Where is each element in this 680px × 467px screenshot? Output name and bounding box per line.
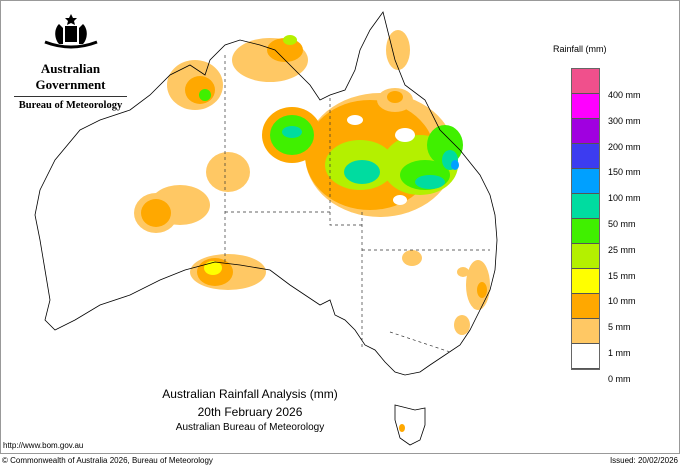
logo-agency-text: Bureau of Meteorology	[14, 96, 127, 111]
australia-coastline	[34, 11, 498, 376]
legend-swatch	[572, 344, 599, 369]
legend-label: 10 mm	[608, 296, 636, 307]
legend-swatch	[572, 144, 599, 169]
legend-swatch	[572, 169, 599, 194]
state-borders	[224, 55, 490, 353]
legend-swatch	[572, 319, 599, 344]
map-titles: Australian Rainfall Analysis (mm) 20th F…	[120, 387, 380, 433]
legend-swatch	[572, 194, 599, 219]
coat-of-arms-icon	[43, 14, 98, 49]
legend-label: 100 mm	[608, 193, 641, 204]
legend-label: 25 mm	[608, 244, 636, 255]
government-logo: Australian Government Bureau of Meteorol…	[8, 12, 133, 111]
legend-label: 400 mm	[608, 90, 641, 100]
map-source: Australian Bureau of Meteorology	[175, 422, 325, 433]
website-link[interactable]: http://www.bom.gov.au	[3, 441, 84, 450]
legend-swatch	[572, 94, 599, 119]
legend-label: 300 mm	[608, 115, 641, 126]
rain-areas	[134, 30, 490, 432]
logo-government-text: Australian Government	[35, 61, 106, 92]
legend-label: 5 mm	[608, 322, 631, 333]
tasmania-coastline	[394, 404, 426, 446]
legend-label: 0 mm	[608, 373, 631, 384]
legend-label: 150 mm	[608, 167, 641, 178]
map-date: 20th February 2026	[197, 405, 303, 419]
legend-label: 1 mm	[608, 348, 631, 358]
legend-swatch	[572, 119, 599, 144]
legend-swatch	[572, 69, 599, 94]
legend-color-bar	[571, 68, 600, 370]
legend-title: Rainfall (mm)	[553, 44, 607, 54]
legend-swatch	[572, 219, 599, 244]
rain-area-tasmania	[399, 424, 405, 432]
legend-label: 50 mm	[608, 219, 636, 229]
legend-label: 200 mm	[608, 141, 641, 152]
legend-swatch	[572, 244, 599, 269]
map-title: Australian Rainfall Analysis (mm)	[162, 387, 338, 401]
copyright-text: © Commonwealth of Australia 2026, Bureau…	[2, 456, 213, 465]
rain-area-central-nt	[206, 152, 250, 192]
legend-swatch	[572, 294, 599, 319]
legend-label: 15 mm	[608, 270, 636, 281]
issued-date: Issued: 20/02/2026	[609, 456, 678, 465]
legend-swatch	[572, 269, 599, 294]
